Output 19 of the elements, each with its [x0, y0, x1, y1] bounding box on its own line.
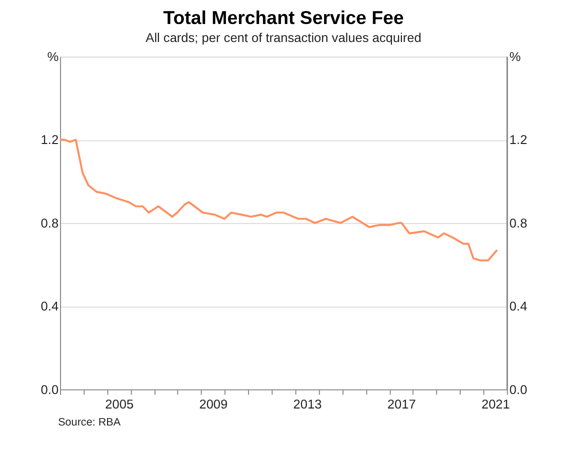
y2-tick-label: 1.2 — [509, 132, 528, 148]
y-tick-label: 1.2 — [40, 132, 59, 148]
x-tick-label: 2005 — [105, 396, 134, 412]
line-series — [59, 138, 498, 262]
chart-title: Total Merchant Service Fee — [163, 7, 404, 28]
x-tick-label: 2017 — [387, 396, 416, 412]
y2-tick-label: 0.0 — [509, 382, 528, 397]
y-tick-label: 0.0 — [40, 382, 59, 397]
y-tick-label: 0.4 — [40, 298, 59, 314]
x-tick-label: 2013 — [293, 396, 322, 412]
y-tick-label: 0.8 — [40, 215, 59, 230]
chart-subtitle: All cards; per cent of transaction values acquired — [146, 30, 422, 45]
y2-tick-label: 0.4 — [509, 298, 528, 314]
y-tick-label: % — [47, 49, 59, 64]
x-tick-label: 2021 — [481, 396, 510, 412]
x-tick-label: 2009 — [199, 396, 228, 412]
y2-tick-label: 0.8 — [509, 215, 528, 230]
y2-tick-label: % — [509, 49, 521, 64]
source-note: Source: RBA — [58, 416, 122, 429]
